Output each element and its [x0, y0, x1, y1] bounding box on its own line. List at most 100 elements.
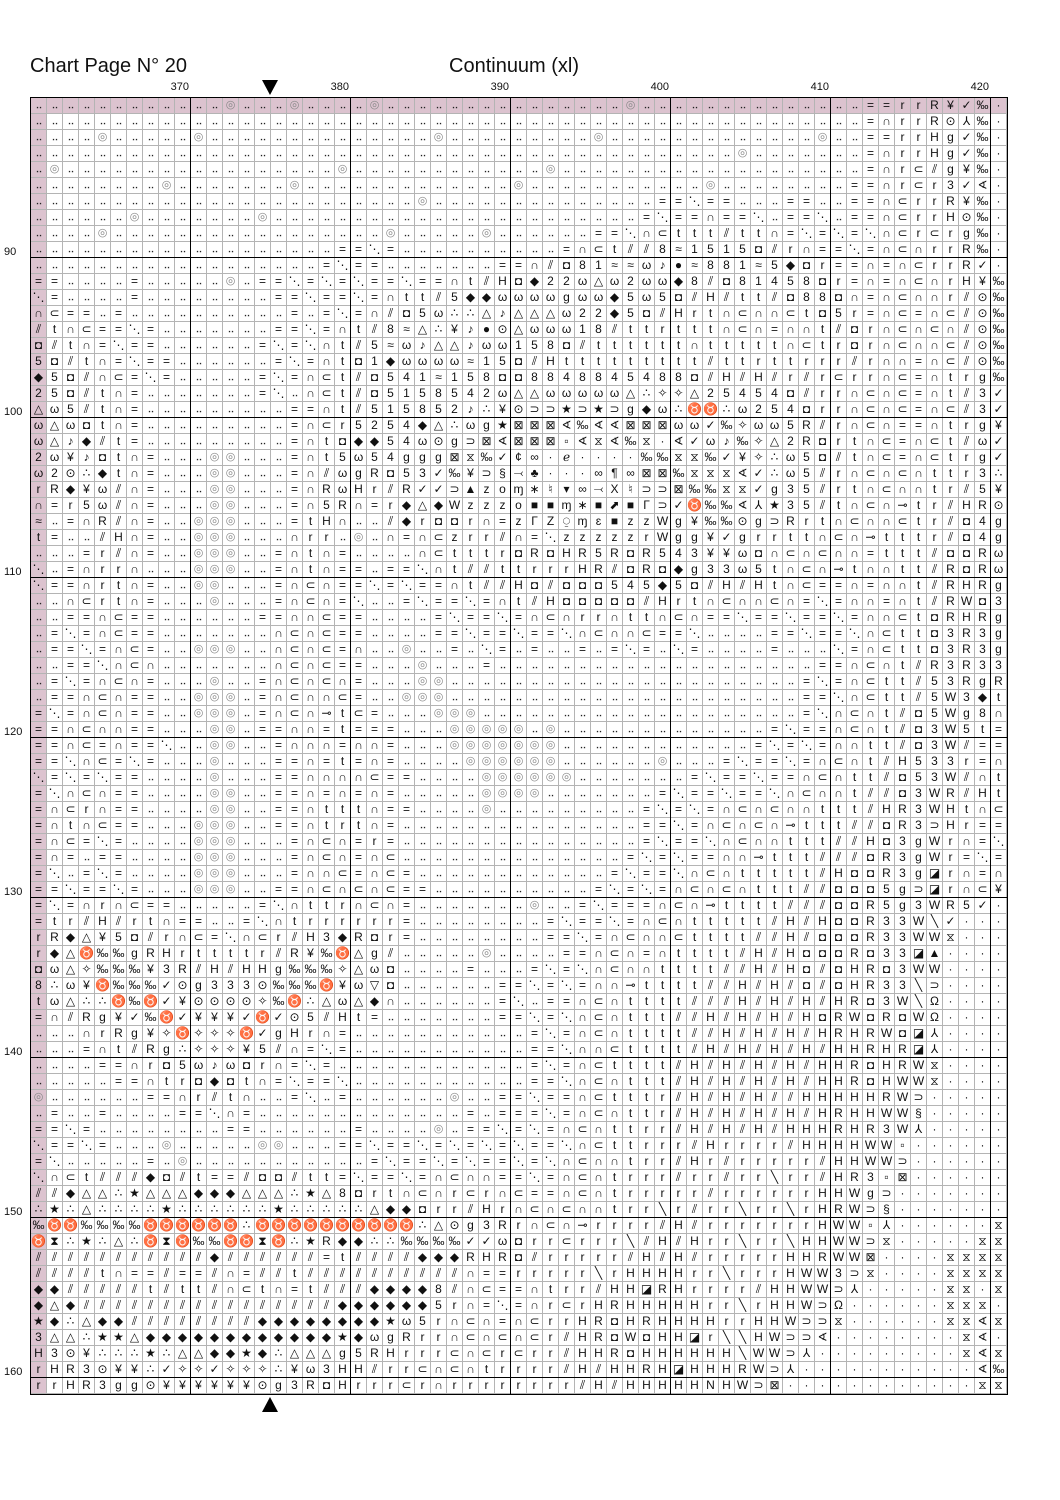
chart-cell: ⫽	[703, 370, 719, 386]
chart-cell: =	[47, 882, 63, 898]
chart-cell: ω	[751, 418, 767, 434]
chart-cell: r	[911, 114, 927, 130]
chart-cell: =	[47, 1106, 63, 1122]
chart-cell: ¥	[719, 546, 735, 562]
chart-cell: ♪	[719, 434, 735, 450]
chart-cell: r	[319, 914, 335, 930]
chart-cell: ✓	[479, 1234, 495, 1250]
chart-cell: ⋱	[399, 274, 415, 290]
chart-cell: H	[879, 1074, 895, 1090]
chart-cell: ∩	[831, 514, 847, 530]
chart-cell: ⊠	[527, 418, 543, 434]
chart-cell: ∩	[751, 802, 767, 818]
chart-cell: ▾	[559, 482, 575, 498]
chart-cell: t	[671, 354, 687, 370]
chart-cell: ‥	[431, 930, 447, 946]
chart-cell: =	[399, 562, 415, 578]
chart-cell: ·	[975, 1042, 991, 1058]
chart-cell: ⫽	[927, 562, 943, 578]
chart-cell: ‥	[127, 146, 143, 162]
chart-cell: ∴	[767, 466, 783, 482]
chart-cell: ◆	[671, 274, 687, 290]
chart-cell: H	[319, 514, 335, 530]
chart-cell: ∴	[191, 1202, 207, 1218]
chart-cell: ɛ	[591, 514, 607, 530]
chart-cell: H	[687, 1346, 703, 1362]
chart-cell: H	[111, 530, 127, 546]
chart-cell: R	[847, 946, 863, 962]
chart-cell: ‥	[383, 258, 399, 274]
chart-cell: z	[607, 530, 623, 546]
chart-cell: ‥	[447, 850, 463, 866]
chart-cell: ‥	[463, 1010, 479, 1026]
chart-cell: =	[863, 146, 879, 162]
chart-cell: ⫽	[159, 1266, 175, 1282]
chart-cell: ▽	[367, 978, 383, 994]
chart-cell: ⋱	[47, 1154, 63, 1170]
chart-cell: ∩	[319, 594, 335, 610]
chart-cell: ⊠	[543, 418, 559, 434]
chart-cell: △	[351, 994, 367, 1010]
chart-cell: =	[143, 722, 159, 738]
chart-cell: ‥	[479, 834, 495, 850]
chart-cell: t	[799, 866, 815, 882]
chart-cell: ‥	[575, 786, 591, 802]
chart-cell: =	[143, 626, 159, 642]
chart-cell: ‥	[511, 242, 527, 258]
chart-cell: 5	[719, 386, 735, 402]
chart-cell: ∩	[879, 354, 895, 370]
chart-cell: ∩	[479, 1170, 495, 1186]
chart-cell: R	[639, 562, 655, 578]
chart-cell: ‥	[239, 1138, 255, 1154]
chart-cell: ‥	[447, 802, 463, 818]
chart-cell: ‥	[559, 98, 575, 114]
chart-cell: t	[319, 450, 335, 466]
chart-cell: ∩	[911, 450, 927, 466]
chart-cell: ‥	[175, 306, 191, 322]
chart-cell: t	[607, 1058, 623, 1074]
chart-cell: =	[31, 818, 47, 834]
chart-cell: ⊂	[863, 418, 879, 434]
chart-cell: ‥	[767, 98, 783, 114]
chart-cell: ·	[927, 1138, 943, 1154]
chart-cell: ‥	[223, 594, 239, 610]
chart-cell: t	[351, 1010, 367, 1026]
chart-cell: R	[607, 546, 623, 562]
chart-cell: ‥	[399, 194, 415, 210]
chart-cell: =	[607, 226, 623, 242]
chart-cell: ★	[111, 1330, 127, 1346]
chart-cell: H	[671, 306, 687, 322]
chart-cell: ‥	[383, 1122, 399, 1138]
chart-cell: H	[815, 1234, 831, 1250]
chart-cell: H	[751, 578, 767, 594]
chart-cell: r	[351, 914, 367, 930]
chart-cell: ∩	[111, 418, 127, 434]
chart-cell: ⫽	[799, 930, 815, 946]
chart-cell: ‥	[191, 738, 207, 754]
chart-cell: 3	[943, 674, 959, 690]
chart-cell: ‥	[367, 610, 383, 626]
chart-cell: H	[879, 802, 895, 818]
chart-cell: H	[351, 1362, 367, 1378]
chart-cell: ∩	[95, 802, 111, 818]
chart-cell: =	[31, 1154, 47, 1170]
chart-cell: H	[383, 1346, 399, 1362]
chart-cell: ⊂	[623, 930, 639, 946]
chart-cell: ‥	[191, 290, 207, 306]
chart-cell: 5	[591, 546, 607, 562]
chart-cell: 3	[895, 962, 911, 978]
chart-cell: r	[639, 1186, 655, 1202]
chart-cell: ‥	[463, 866, 479, 882]
chart-cell: ‥	[559, 882, 575, 898]
chart-cell: ‥	[207, 610, 223, 626]
chart-cell: =	[95, 1106, 111, 1122]
chart-cell: R	[863, 898, 879, 914]
chart-cell: ◘	[495, 370, 511, 386]
chart-cell: 5	[63, 402, 79, 418]
chart-cell: ‥	[655, 162, 671, 178]
chart-cell: ⫽	[447, 1266, 463, 1282]
chart-cell: ◆	[31, 1282, 47, 1298]
chart-cell: ‥	[159, 450, 175, 466]
chart-cell: R	[959, 242, 975, 258]
chart-cell: ‥	[415, 818, 431, 834]
